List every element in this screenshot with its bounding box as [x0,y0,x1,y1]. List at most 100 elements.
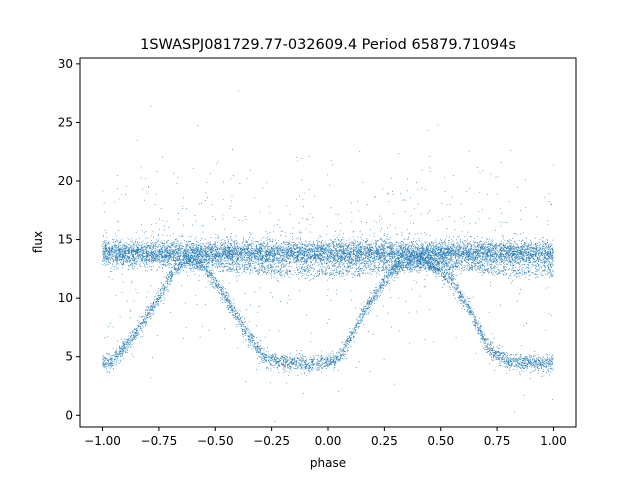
data-point [509,268,510,269]
data-point [155,204,156,205]
data-point [373,243,374,244]
data-point [476,263,477,264]
data-point [158,245,159,246]
data-point [514,241,515,242]
data-point [213,259,214,260]
data-point [384,359,385,360]
data-point [401,244,402,245]
data-point [398,248,399,249]
data-point [340,249,341,250]
data-point [184,251,185,252]
data-point [155,242,156,243]
data-point [355,264,356,265]
data-point [233,264,234,265]
data-point [173,173,174,174]
data-point [108,261,109,262]
data-point [391,261,392,262]
data-point [551,267,552,268]
data-point [336,269,337,270]
data-point [119,259,120,260]
data-point [340,263,341,264]
data-point [463,246,464,247]
data-point [189,241,190,242]
data-point [519,257,520,258]
data-point [526,268,527,269]
data-point [208,253,209,254]
data-point [532,262,533,263]
data-point [282,255,283,256]
data-point [427,245,428,246]
data-point [470,249,471,250]
data-point [368,250,369,251]
data-point [418,189,419,190]
data-point [503,270,504,271]
data-point [454,262,455,263]
data-point [210,248,211,249]
data-point [212,286,213,287]
data-point [127,301,128,302]
data-point [286,261,287,262]
data-point [483,244,484,245]
data-point [500,254,501,255]
data-point [176,259,177,260]
data-point [450,204,451,205]
data-point [536,246,537,247]
data-point [490,253,491,254]
data-point [244,257,245,258]
data-point [339,262,340,263]
data-point [493,253,494,254]
data-point [460,248,461,249]
data-point [221,258,222,259]
data-point [270,260,271,261]
data-point [460,260,461,261]
data-point [330,240,331,241]
data-point [137,243,138,244]
data-point [120,253,121,254]
data-point [290,250,291,251]
data-point [523,232,524,233]
data-point [250,232,251,233]
data-point [481,244,482,245]
data-point [154,254,155,255]
data-point [501,241,502,242]
data-point [389,251,390,252]
data-point [500,253,501,254]
data-point [230,236,231,237]
data-point [409,242,410,243]
data-point [239,264,240,265]
data-point [339,258,340,259]
data-point [404,257,405,258]
data-point [268,257,269,258]
data-point [453,244,454,245]
data-point [336,262,337,263]
data-point [420,260,421,261]
data-point [342,243,343,244]
data-point [376,316,377,317]
data-point [473,247,474,248]
data-point [312,255,313,256]
data-point [318,262,319,263]
data-point [509,243,510,244]
data-point [313,257,314,258]
data-point [296,247,297,248]
data-point [103,190,104,191]
data-point [345,260,346,261]
data-point [526,257,527,258]
data-point [228,246,229,247]
data-point [110,255,111,256]
data-point [309,254,310,255]
data-point [145,270,146,271]
data-point [288,253,289,254]
data-point [117,188,118,189]
data-point [204,260,205,261]
data-point [121,292,122,293]
data-point [312,250,313,251]
data-point [288,242,289,243]
data-point [175,257,176,258]
data-point [299,232,300,233]
data-point [129,248,130,249]
data-point [550,267,551,268]
data-point [384,255,385,256]
data-point [356,367,357,368]
